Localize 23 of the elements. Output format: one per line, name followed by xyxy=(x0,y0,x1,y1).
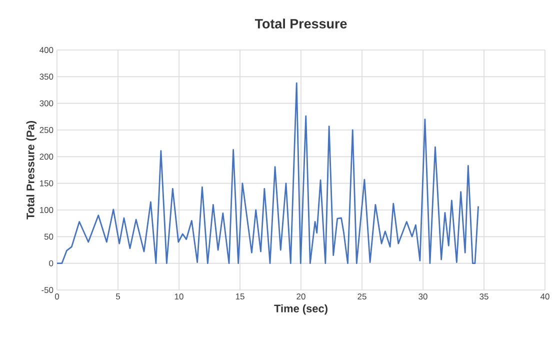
y-tick-label: 0 xyxy=(49,260,54,266)
y-tick-label: 100 xyxy=(40,207,54,213)
y-tick-label: 150 xyxy=(40,180,54,186)
y-tick-label: 400 xyxy=(40,47,54,53)
x-tick-label: 15 xyxy=(236,294,244,300)
x-tick-label: 35 xyxy=(480,294,488,300)
line-series xyxy=(57,82,479,264)
x-tick-label: 30 xyxy=(418,294,428,300)
y-tick-label: 250 xyxy=(40,127,54,133)
x-axis-title: Time (sec) xyxy=(274,304,328,315)
x-tick-label: 0 xyxy=(54,294,60,300)
y-tick-label: -50 xyxy=(42,287,54,293)
x-tick-label: 25 xyxy=(358,294,366,300)
y-tick-label: 300 xyxy=(40,100,54,106)
y-tick-label: 200 xyxy=(40,154,54,160)
x-tick-label: 10 xyxy=(174,294,184,300)
y-tick-label: 50 xyxy=(44,234,54,240)
y-axis-title: Total Pressure (Pa) xyxy=(26,121,37,220)
x-tick-label: 5 xyxy=(116,294,120,300)
chart-title: Total Pressure xyxy=(254,18,347,28)
x-tick-label: 40 xyxy=(540,294,550,300)
x-tick-label: 20 xyxy=(296,294,306,300)
y-tick-label: 350 xyxy=(40,74,54,80)
